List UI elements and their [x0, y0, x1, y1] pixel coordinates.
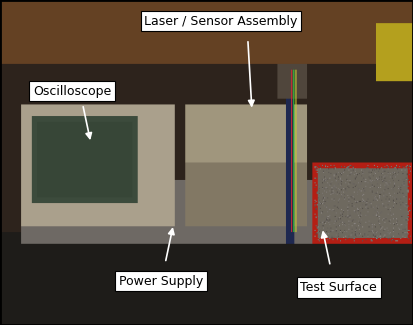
Text: Test Surface: Test Surface [300, 281, 377, 294]
Text: Oscilloscope: Oscilloscope [33, 84, 112, 98]
Text: Laser / Sensor Assembly: Laser / Sensor Assembly [144, 15, 298, 28]
Text: Power Supply: Power Supply [119, 275, 203, 288]
